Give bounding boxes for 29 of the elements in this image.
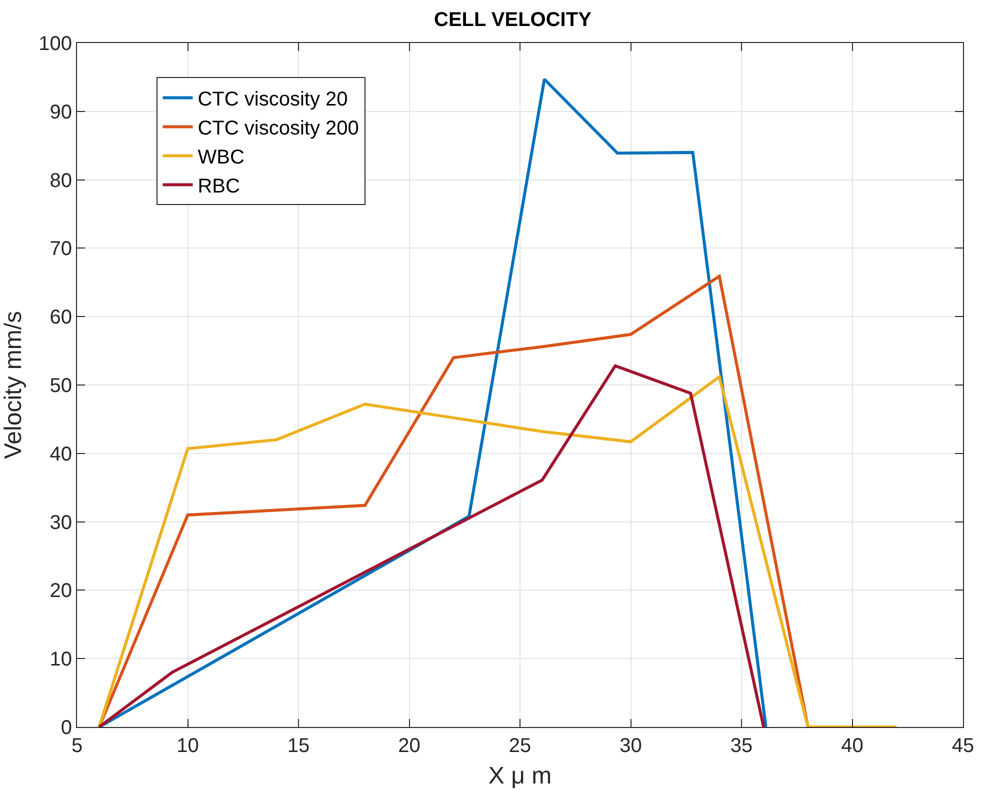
x-tick-label: 30 <box>620 735 642 757</box>
y-tick-label: 50 <box>50 375 72 397</box>
legend-label: RBC <box>198 176 240 198</box>
chart-title: CELL VELOCITY <box>434 9 592 32</box>
x-tick-label: 35 <box>730 735 753 757</box>
y-tick-label: 100 <box>38 33 72 55</box>
legend-label: CTC viscosity 20 <box>198 88 348 110</box>
x-tick-label: 5 <box>71 735 83 757</box>
y-tick-label: 30 <box>50 512 72 534</box>
y-tick-label: 60 <box>50 306 72 329</box>
x-tick-label: 20 <box>398 735 420 757</box>
y-tick-label: 40 <box>50 443 72 466</box>
y-axis-title: Velocity mm/s <box>0 310 27 460</box>
x-tick-label: 45 <box>952 735 974 757</box>
legend-label: CTC viscosity 200 <box>198 118 359 140</box>
y-tick-label: 70 <box>50 238 72 260</box>
x-tick-label: 25 <box>508 735 532 757</box>
y-tick-label: 80 <box>50 170 72 192</box>
y-tick-label: 0 <box>60 717 72 739</box>
line-series <box>98 375 898 727</box>
x-tick-label: 15 <box>287 735 310 757</box>
y-tick-label: 10 <box>50 648 72 671</box>
y-tick-label: 20 <box>50 580 72 602</box>
line-series <box>98 364 766 727</box>
x-tick-label: 10 <box>176 735 199 757</box>
y-tick-label: 90 <box>50 101 72 124</box>
x-tick-label: 40 <box>841 735 864 757</box>
x-axis-title: X μ m <box>488 762 552 790</box>
legend-label: WBC <box>198 146 244 168</box>
